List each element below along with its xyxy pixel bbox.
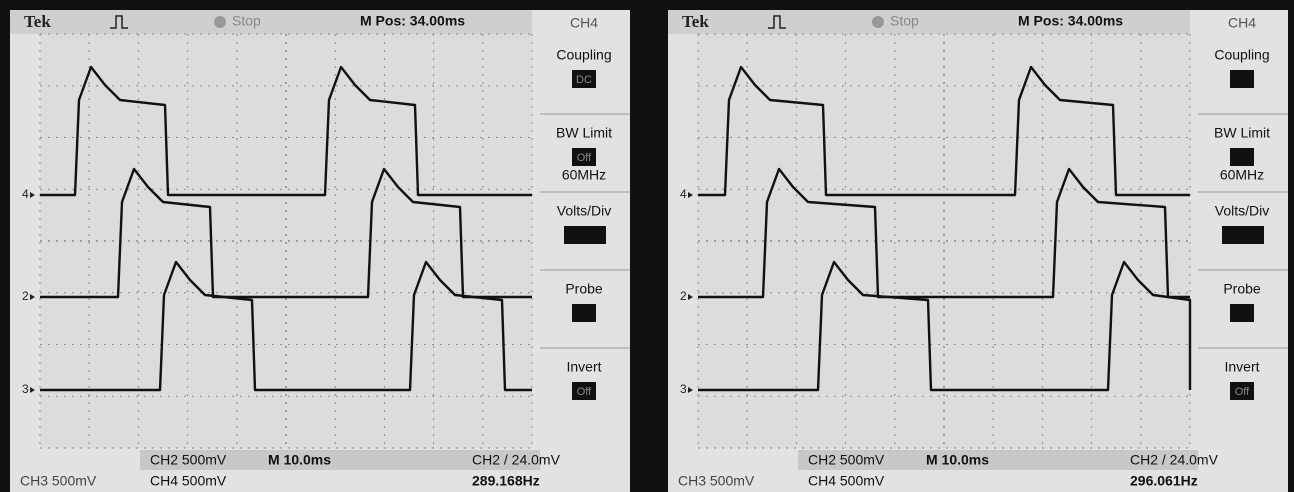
footer-trigger: CH2 / 24.0mV [472, 452, 561, 468]
channel-marker: 2 [680, 289, 687, 303]
waveform [698, 65, 1190, 197]
footer-trigger: CH2 / 24.0mV [1130, 452, 1219, 468]
brand: Tek [24, 12, 51, 31]
marker-arrow [688, 192, 693, 198]
scope-panel: Tek Stop M Pos: 34.00ms 4 2 3 CH4 Coupling BW Li… [668, 10, 1288, 492]
channel-marker: 4 [22, 187, 29, 201]
menu-value: Off [1235, 386, 1250, 398]
menu-box [1222, 226, 1264, 244]
marker-arrow [30, 294, 35, 300]
menu-value: Off [577, 386, 592, 398]
menu-label: Coupling [1214, 47, 1269, 63]
menu-box [564, 226, 606, 244]
menu-label: Probe [1223, 281, 1261, 297]
waveform [40, 167, 532, 299]
menu-box [1230, 148, 1254, 166]
menu-box [1230, 382, 1254, 400]
trigger-icon [110, 15, 128, 29]
status: Stop [232, 13, 261, 29]
header-bar [10, 10, 532, 34]
status: Stop [890, 13, 919, 29]
menu-channel: CH4 [1228, 15, 1256, 31]
position: M Pos: 34.00ms [360, 13, 465, 29]
footer-bar [798, 450, 1198, 470]
menu-label: Volts/Div [1215, 203, 1269, 219]
menu-label: Volts/Div [557, 203, 611, 219]
waveform [40, 260, 532, 392]
marker-arrow [30, 192, 35, 198]
menu-label: Invert [566, 359, 601, 375]
trigger-icon [768, 15, 786, 29]
menu-label: Invert [1224, 359, 1259, 375]
marker-arrow [688, 387, 693, 393]
status-dot [872, 16, 884, 28]
menu-label: BW Limit [1214, 125, 1270, 141]
footer-ch3: CH3 500mV [678, 473, 755, 489]
scope-panel: Tek Stop M Pos: 34.00ms 4 2 3 CH4 Coupling DC BW … [10, 10, 630, 492]
footer-ch2: CH2 500mV [150, 452, 227, 468]
brand: Tek [682, 12, 709, 31]
menu-note: 60MHz [1220, 167, 1264, 183]
marker-arrow [688, 294, 693, 300]
footer-ch4: CH4 500mV [808, 473, 885, 489]
channel-marker: 4 [680, 187, 687, 201]
waveform [698, 260, 1192, 392]
menu-box [572, 382, 596, 400]
header-bar [668, 10, 1190, 34]
marker-arrow [30, 387, 35, 393]
menu-box [572, 148, 596, 166]
footer-ch4: CH4 500mV [150, 473, 227, 489]
menu-value: Off [577, 152, 592, 164]
menu-label: BW Limit [556, 125, 612, 141]
menu-box [1230, 70, 1254, 88]
menu-box [572, 70, 596, 88]
footer-timebase: M 10.0ms [926, 452, 989, 468]
menu-label: Probe [565, 281, 603, 297]
channel-marker: 2 [22, 289, 29, 303]
footer-timebase: M 10.0ms [268, 452, 331, 468]
footer-ch2: CH2 500mV [808, 452, 885, 468]
footer-frequency: 289.168Hz [472, 473, 540, 489]
channel-marker: 3 [22, 382, 29, 396]
menu-value: DC [576, 74, 592, 86]
menu-note: 60MHz [562, 167, 606, 183]
status-dot [214, 16, 226, 28]
channel-marker: 3 [680, 382, 687, 396]
menu-box [1230, 304, 1254, 322]
menu-label: Coupling [556, 47, 611, 63]
position: M Pos: 34.00ms [1018, 13, 1123, 29]
menu-channel: CH4 [570, 15, 598, 31]
footer-bar [140, 450, 540, 470]
menu-box [572, 304, 596, 322]
footer-frequency: 296.061Hz [1130, 473, 1198, 489]
footer-ch3: CH3 500mV [20, 473, 97, 489]
waveform [698, 167, 1190, 299]
waveform [40, 65, 532, 197]
